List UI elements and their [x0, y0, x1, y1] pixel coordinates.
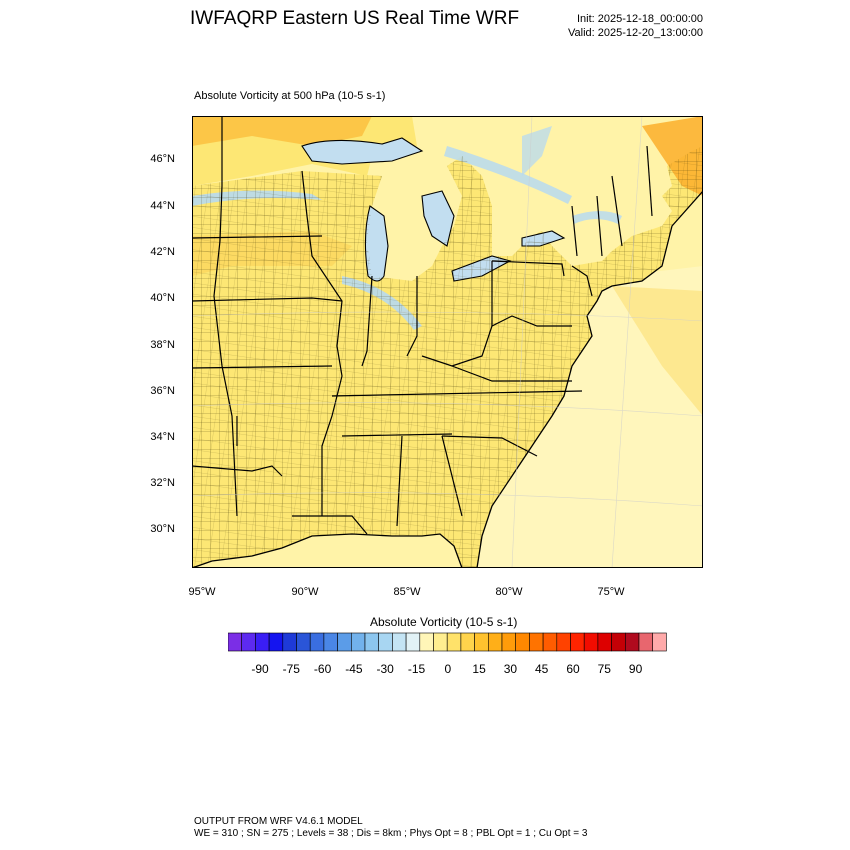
- colorbar-box: [515, 632, 530, 652]
- footer-config-line: WE = 310 ; SN = 275 ; Levels = 38 ; Dis …: [194, 828, 588, 839]
- colorbar-box: [652, 632, 667, 652]
- positive-patch-north: [192, 116, 372, 146]
- graticule: [192, 116, 703, 568]
- colorbar-tick-label: -60: [313, 662, 332, 676]
- offshore-band-upper: [612, 286, 703, 416]
- lake-superior: [301, 137, 424, 165]
- field-title: Absolute Vorticity at 500 hPa (10-5 s-1): [194, 90, 386, 102]
- colorbar-box: [570, 632, 585, 652]
- colorbar-tick-label: 90: [628, 662, 643, 676]
- state-boundaries: [192, 116, 653, 535]
- colorbar-box: [501, 632, 516, 652]
- colorbar: [228, 632, 667, 652]
- colorbar-box: [255, 632, 270, 652]
- colorbar-box: [309, 632, 325, 652]
- colorbar-tick-label: 60: [566, 662, 580, 676]
- colorbar-box: [460, 632, 475, 652]
- lon-label-85w: 85°W: [393, 586, 421, 598]
- colorbar-box: [529, 632, 544, 652]
- lon-label-95w: 95°W: [188, 586, 216, 598]
- colorbar-tick-label: 15: [472, 662, 486, 676]
- colorbar-tick-label: -15: [407, 662, 426, 676]
- colorbar-tick-label: -45: [345, 662, 363, 676]
- map-border: [192, 116, 703, 568]
- map-svg: [192, 116, 703, 568]
- colorbar-box: [597, 632, 612, 652]
- lat-label-30: 30°N: [150, 523, 175, 535]
- valid-time: Valid: 2025-12-20_13:00:00: [568, 27, 703, 39]
- lat-label-46: 46°N: [150, 153, 175, 165]
- colorbar-tick-label: -90: [251, 662, 269, 676]
- colorbar-box: [583, 632, 599, 652]
- lat-label-32: 32°N: [150, 477, 175, 489]
- colorbar-box: [487, 632, 503, 652]
- lat-label-36: 36°N: [150, 385, 175, 397]
- vorticity-map: [192, 116, 703, 568]
- init-time: Init: 2025-12-18_00:00:00: [577, 13, 703, 25]
- colorbar-box: [241, 632, 256, 652]
- colorbar-box: [351, 632, 366, 652]
- colorbar-tick-label: 30: [503, 662, 518, 676]
- negative-streak-3: [444, 146, 572, 204]
- footer-model-line: OUTPUT FROM WRF V4.6.1 MODEL: [194, 816, 363, 827]
- lat-label-34: 34°N: [150, 431, 175, 443]
- colorbar-tick-label: 0: [444, 662, 452, 676]
- gulf-coastline: [192, 533, 463, 568]
- colorbar-tick-label: -30: [376, 662, 394, 676]
- negative-streak-5: [522, 126, 552, 176]
- lon-label-90w: 90°W: [291, 586, 319, 598]
- colorbar-tick-label: 45: [535, 662, 549, 676]
- colorbar-box: [446, 632, 462, 652]
- main-title: IWFAQRP Eastern US Real Time WRF: [190, 8, 520, 29]
- colorbar-box: [228, 632, 242, 652]
- lon-label-75w: 75°W: [597, 586, 625, 598]
- colorbar-box: [378, 632, 393, 652]
- atlantic-coastline: [476, 190, 703, 568]
- colorbar-box: [337, 632, 352, 652]
- colorbar-box: [268, 632, 284, 652]
- colorbar-box: [323, 632, 338, 652]
- colorbar-box: [433, 632, 448, 652]
- lat-label-38: 38°N: [150, 339, 175, 351]
- colorbar-tick-label: 75: [597, 662, 611, 676]
- county-lines-secondary: [192, 146, 703, 568]
- colorbar-box: [296, 632, 311, 652]
- lat-label-44: 44°N: [150, 200, 175, 212]
- colorbar-box: [405, 632, 421, 652]
- colorbar-box: [392, 632, 407, 652]
- colorbar-box: [364, 632, 379, 652]
- colorbar-box: [556, 632, 571, 652]
- lat-label-42: 42°N: [150, 246, 175, 258]
- colorbar-box: [419, 632, 434, 652]
- colorbar-box: [624, 632, 640, 652]
- lat-label-40: 40°N: [150, 292, 175, 304]
- colorbar-box: [638, 632, 653, 652]
- colorbar-tick-label: -75: [282, 662, 300, 676]
- colorbar-box: [542, 632, 558, 652]
- negative-streak-4: [572, 211, 622, 224]
- colorbar-box: [282, 632, 297, 652]
- colorbar-box: [474, 632, 489, 652]
- colorbar-title: Absolute Vorticity (10-5 s-1): [370, 615, 518, 629]
- offshore-band: [462, 266, 703, 568]
- colorbar-box: [611, 632, 626, 652]
- lon-label-80w: 80°W: [495, 586, 523, 598]
